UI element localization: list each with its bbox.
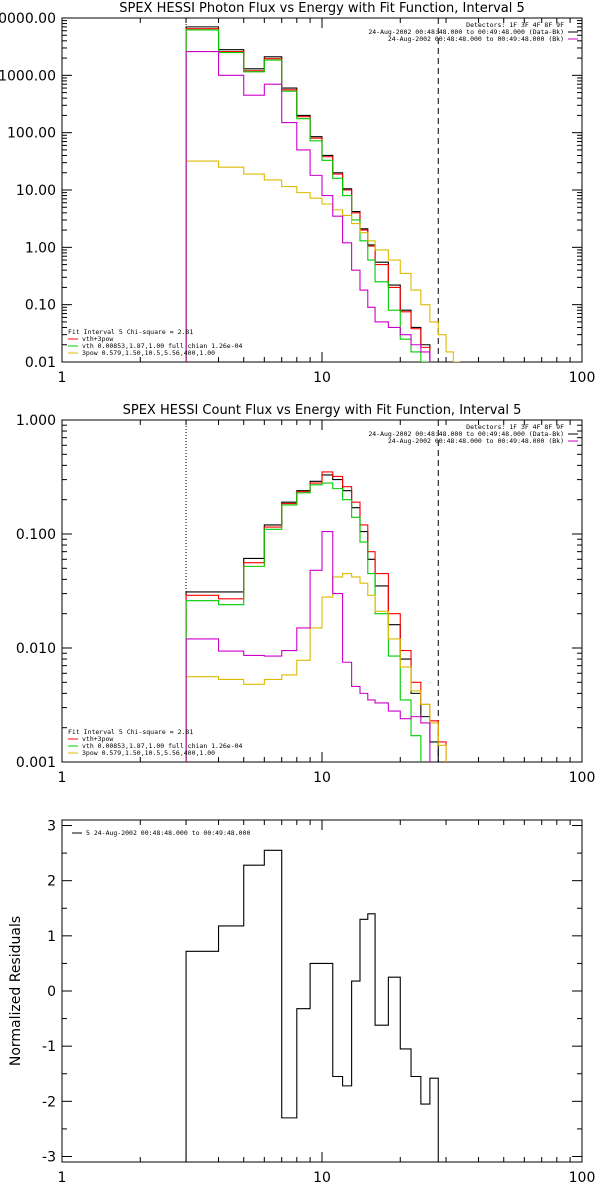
series-line-4 bbox=[185, 50, 461, 362]
x-tick-label: 1 bbox=[58, 370, 67, 386]
y-tick-label: 1.00 bbox=[25, 240, 56, 256]
series-line-2 bbox=[185, 482, 461, 762]
legend-entry: Fit Interval 5 Chi-square = 2.81 bbox=[68, 728, 193, 736]
y-tick-label: 0 bbox=[47, 984, 56, 1000]
x-tick-label: 100 bbox=[569, 370, 596, 386]
x-tick-label: 1 bbox=[58, 770, 67, 786]
chart-title: SPEX HESSI Count Flux vs Energy with Fit… bbox=[123, 403, 522, 418]
y-tick-label: 1 bbox=[47, 929, 56, 945]
x-tick-label: 10 bbox=[313, 1170, 331, 1186]
y-axis-label: Normalized Residuals bbox=[8, 916, 24, 1066]
legend-entry: vth+3pow bbox=[82, 335, 113, 343]
y-tick-label: 0.010 bbox=[16, 641, 56, 657]
x-tick-label: 100 bbox=[569, 1170, 596, 1186]
legend-entry: 5 24-Aug-2002 00:48:48.000 to 00:49:48.0… bbox=[86, 829, 250, 837]
series-line-0 bbox=[185, 26, 461, 362]
x-tick-label: 10 bbox=[313, 770, 331, 786]
plot-frame bbox=[61, 819, 583, 1163]
y-tick-label: 1000.00 bbox=[0, 68, 56, 84]
y-tick-label: 10.00 bbox=[16, 183, 56, 199]
y-tick-label: 1.000 bbox=[16, 413, 56, 429]
y-tick-label: -1 bbox=[42, 1039, 56, 1055]
legend-entry: vth 0.00853,1.87,1.00 full chian 1.26e-0… bbox=[82, 342, 243, 350]
y-tick-label: 0.001 bbox=[16, 755, 56, 771]
legend-entry: 24-Aug-2002 00:48:48.000 to 00:49:48.000… bbox=[388, 437, 564, 445]
y-tick-label: 100.00 bbox=[7, 126, 56, 142]
legend-entry: vth+3pow bbox=[82, 735, 113, 743]
y-tick-label: 0.10 bbox=[25, 298, 56, 314]
y-tick-label: -3 bbox=[42, 1149, 56, 1165]
legend-entry: Detectors: 1F 3F 4F 8F 9F bbox=[466, 423, 564, 431]
legend-entry: 3pow 0.579,1.50,10.5,5.56,400,1.00 bbox=[82, 349, 215, 357]
y-tick-label: -2 bbox=[42, 1094, 56, 1110]
series-line-3 bbox=[185, 160, 461, 362]
x-tick-label: 10 bbox=[313, 370, 331, 386]
legend-entry: 24-Aug-2002 00:48:48.000 to 00:49:48.000… bbox=[368, 430, 564, 438]
legend-entry: 24-Aug-2002 00:48:48.000 to 00:49:48.000… bbox=[368, 28, 564, 36]
legend-entry: Fit Interval 5 Chi-square = 2.81 bbox=[68, 328, 193, 336]
y-tick-label: 2 bbox=[47, 874, 56, 890]
chart-title: SPEX HESSI Photon Flux vs Energy with Fi… bbox=[119, 1, 525, 16]
y-tick-label: 3 bbox=[47, 819, 56, 835]
y-tick-label: 0.100 bbox=[16, 527, 56, 543]
legend-entry: Detectors: 1F 3F 4F 8F 9F bbox=[466, 21, 564, 29]
series-line-3 bbox=[185, 572, 461, 762]
series-line-4 bbox=[185, 531, 461, 762]
legend-entry: 24-Aug-2002 00:48:48.000 to 00:49:48.000… bbox=[388, 35, 564, 43]
x-tick-label: 1 bbox=[58, 1170, 67, 1186]
legend-entry: vth 0.00853,1.87,1.00 full chian 1.26e-0… bbox=[82, 742, 243, 750]
series-line-0 bbox=[185, 849, 439, 1162]
plot-frame bbox=[61, 419, 583, 763]
series-line-1 bbox=[185, 28, 461, 362]
y-tick-label: 0.01 bbox=[25, 355, 56, 371]
x-tick-label: 100 bbox=[569, 770, 596, 786]
legend-entry: 3pow 0.579,1.50,10.5,5.56,400,1.00 bbox=[82, 749, 215, 757]
series-line-2 bbox=[185, 29, 461, 362]
